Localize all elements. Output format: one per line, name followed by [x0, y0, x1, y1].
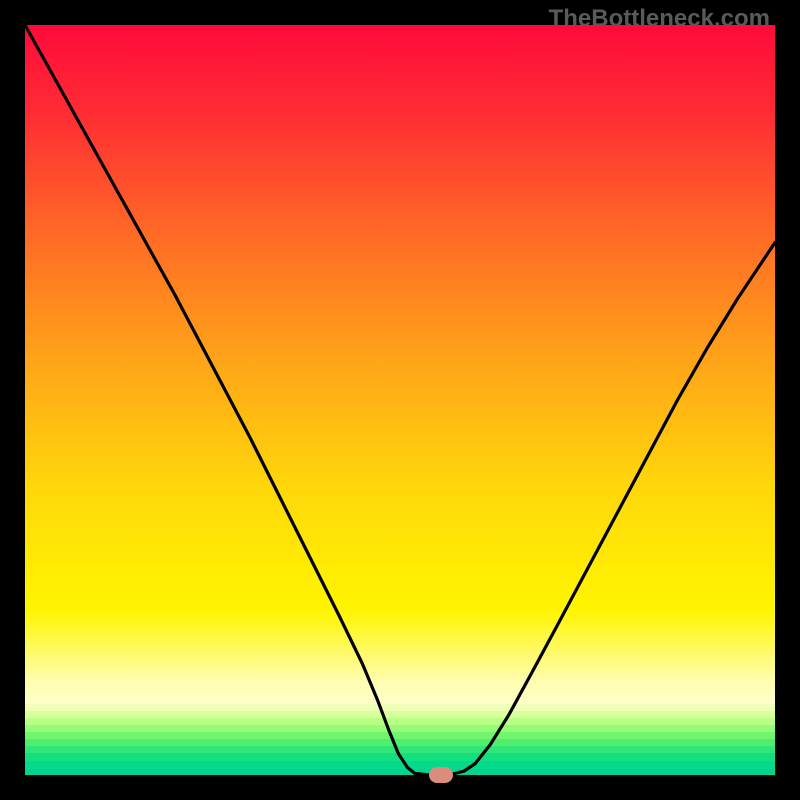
green-stripe: [25, 753, 775, 761]
green-stripe: [25, 732, 775, 739]
green-stripe: [25, 746, 775, 753]
green-stripe: [25, 718, 775, 725]
optimum-marker: [429, 767, 453, 783]
green-stripe: [25, 761, 775, 769]
watermark-text: TheBottleneck.com: [549, 5, 770, 33]
green-gradient-band: [25, 704, 775, 775]
green-stripe: [25, 769, 775, 775]
green-stripe: [25, 711, 775, 718]
green-stripe: [25, 739, 775, 746]
green-stripe: [25, 704, 775, 711]
green-stripe: [25, 725, 775, 732]
plot-gradient-background: [25, 25, 775, 775]
chart-stage: TheBottleneck.com: [0, 0, 800, 800]
